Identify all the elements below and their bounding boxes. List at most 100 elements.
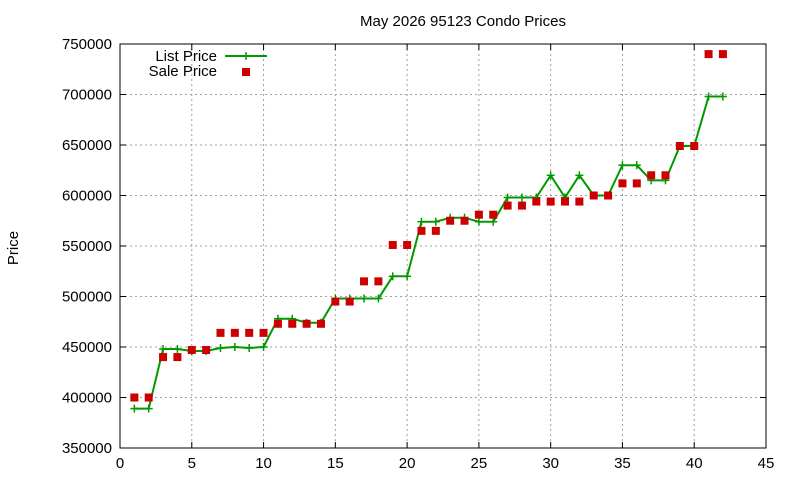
x-tick-label: 15 — [327, 455, 344, 472]
sale-price-point — [144, 393, 153, 402]
y-tick-label: 650000 — [62, 137, 112, 154]
list-price-point — [546, 171, 555, 180]
list-price-point — [130, 404, 139, 413]
list-price-point — [216, 344, 225, 353]
sale-price-point — [331, 297, 340, 306]
list-price-point — [503, 193, 512, 202]
legend: List Price Sale Price — [149, 48, 267, 80]
sale-price-point — [632, 179, 641, 188]
grid-layer — [120, 44, 766, 448]
list-price-point — [704, 92, 713, 101]
legend-label-sale-price: Sale Price — [149, 63, 217, 80]
sale-price-point — [159, 353, 168, 362]
list-price-point — [173, 345, 182, 354]
sale-price-point — [489, 210, 498, 219]
series-list-price-line — [134, 95, 723, 410]
x-tick-label: 10 — [255, 455, 272, 472]
sale-price-point — [273, 319, 282, 328]
list-price-point — [360, 294, 369, 303]
y-axis-label: Price — [5, 231, 22, 265]
sale-price-point — [302, 319, 311, 328]
list-price-point — [575, 171, 584, 180]
legend-label-list-price: List Price — [155, 48, 217, 65]
legend-swatch-sale-price — [242, 68, 250, 76]
x-tick-label: 45 — [758, 455, 775, 472]
sale-price-point — [288, 319, 297, 328]
list-price-point — [489, 217, 498, 226]
sale-price-point — [460, 216, 469, 225]
y-tick-label: 600000 — [62, 188, 112, 205]
legend-marker-sale-price — [242, 68, 250, 76]
sale-price-point — [589, 191, 598, 200]
y-tick-label: 500000 — [62, 289, 112, 306]
sale-price-point — [647, 171, 656, 180]
sale-price-point — [431, 226, 440, 235]
list-price-point — [618, 161, 627, 170]
sale-price-point — [503, 201, 512, 210]
x-tick-label: 20 — [399, 455, 416, 472]
sale-price-point — [403, 240, 412, 249]
list-price-point — [259, 343, 268, 351]
sale-price-point — [546, 197, 555, 206]
x-tick-label: 0 — [116, 455, 124, 472]
ticks-layer: 350000 400000 450000 500000 550000 600000 6500… — [62, 36, 774, 472]
sale-price-point — [604, 191, 613, 200]
list-price-point — [245, 344, 254, 353]
sale-price-point — [388, 240, 397, 249]
y-tick-label: 750000 — [62, 36, 112, 53]
sale-price-point — [561, 197, 570, 206]
sale-price-point — [130, 393, 139, 402]
list-price-point — [474, 217, 483, 226]
y-tick-label: 350000 — [62, 440, 112, 457]
chart-title: May 2026 95123 Condo Prices — [360, 13, 566, 30]
sale-price-point — [245, 328, 254, 337]
sale-price-point — [675, 142, 684, 151]
y-tick-label: 400000 — [62, 390, 112, 407]
sale-price-point — [230, 328, 239, 337]
list-price-point — [417, 217, 426, 226]
sale-price-point — [718, 50, 727, 59]
x-tick-label: 30 — [542, 455, 559, 472]
x-tick-label: 5 — [188, 455, 196, 472]
list-price-point — [388, 272, 397, 281]
sale-price-point — [187, 346, 196, 355]
list-price-point — [144, 404, 153, 413]
sale-price-point — [316, 319, 325, 328]
sale-price-point — [259, 328, 268, 337]
x-tick-label: 35 — [614, 455, 631, 472]
y-tick-label: 550000 — [62, 238, 112, 255]
sale-price-point — [374, 277, 383, 286]
sale-price-point — [690, 142, 699, 151]
y-tick-label: 700000 — [62, 87, 112, 104]
list-price-point — [374, 294, 383, 303]
sale-price-point — [661, 171, 670, 180]
sale-price-point — [618, 179, 627, 188]
sale-price-point — [202, 346, 211, 355]
list-price-point — [517, 193, 526, 202]
sale-price-point — [474, 210, 483, 219]
sale-price-point — [532, 197, 541, 206]
sale-price-point — [173, 353, 182, 362]
sale-price-point — [446, 216, 455, 225]
y-tick-label: 450000 — [62, 339, 112, 356]
sale-price-point — [517, 201, 526, 210]
legend-swatch-list-price — [225, 52, 267, 60]
list-price-point — [159, 345, 168, 354]
x-tick-label: 40 — [686, 455, 703, 472]
sale-price-point — [360, 277, 369, 286]
list-price-point — [632, 161, 641, 170]
sale-price-point — [345, 297, 354, 306]
list-price-point — [403, 272, 412, 281]
list-price-point — [718, 92, 727, 101]
sale-price-point — [216, 328, 225, 337]
sale-price-point — [417, 226, 426, 235]
sale-price-point — [704, 50, 713, 59]
series-layer — [130, 50, 727, 413]
list-price-point — [431, 217, 440, 226]
x-tick-label: 25 — [471, 455, 488, 472]
list-price-point — [230, 343, 239, 351]
legend-marker-list-price — [242, 52, 250, 60]
sale-price-point — [575, 197, 584, 206]
